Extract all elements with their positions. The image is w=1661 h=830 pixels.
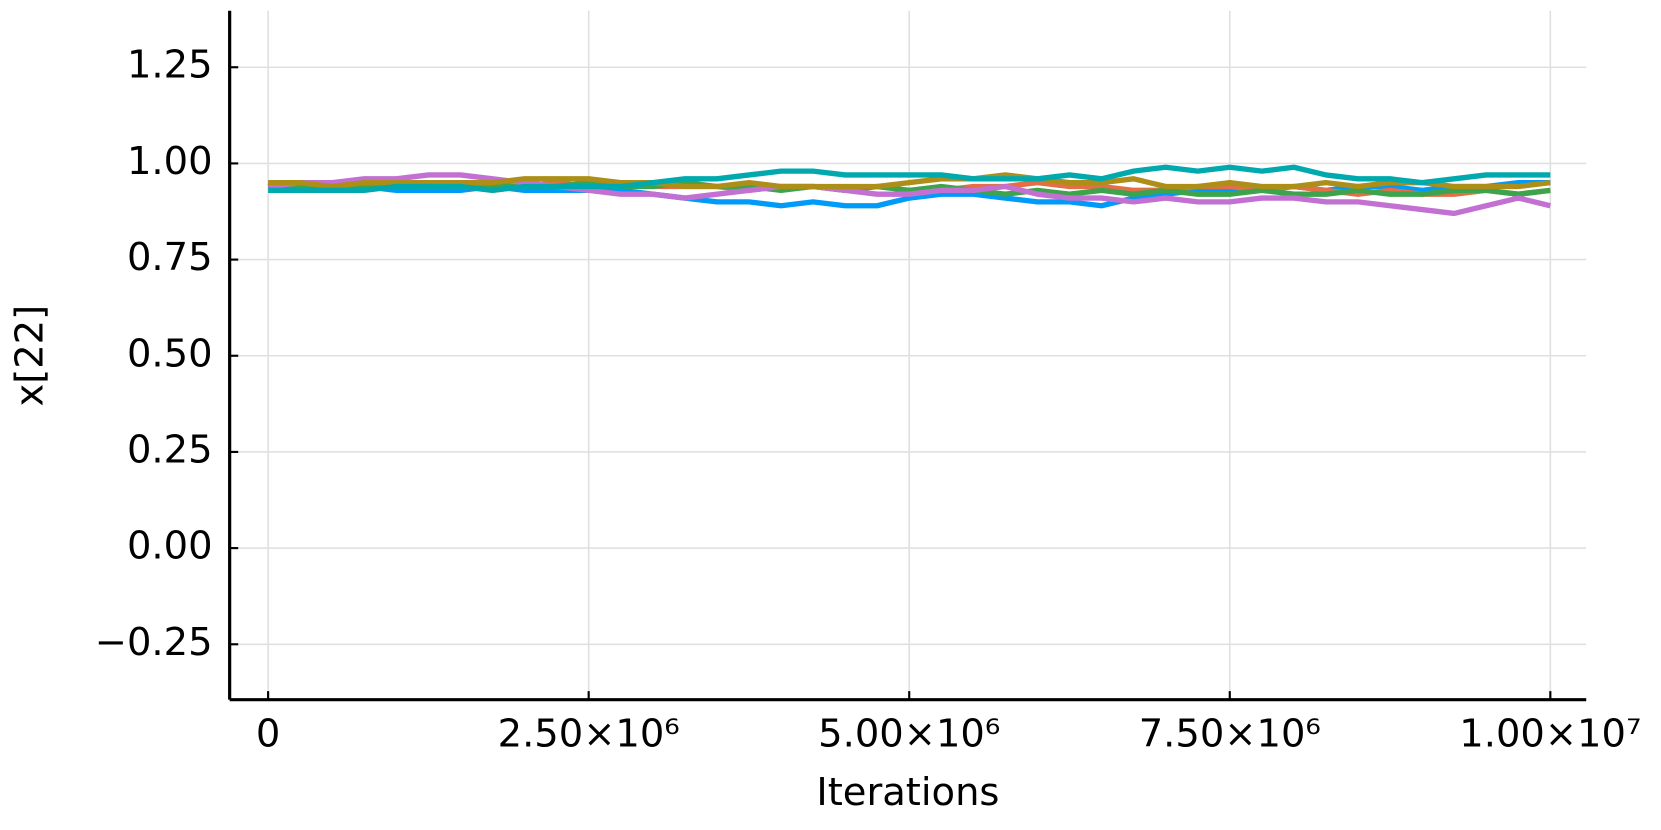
y-tick-label: 0.00 [127,524,213,569]
series-line [268,172,1551,190]
x-axis-label: Iterations [816,770,999,815]
x-tick-label: 1.00×10⁷ [1459,711,1641,756]
x-tick-label: 7.50×10⁶ [1139,711,1321,756]
series-line [267,172,1551,217]
x-tick-label: 0 [256,711,280,756]
y-tick-label: 1.00 [127,139,213,184]
y-tick-label: 0.75 [127,235,213,280]
y-tick-label: 0.50 [127,331,213,376]
y-tick-label: 1.25 [127,43,213,88]
x-tick-label: 2.50×10⁶ [498,711,680,756]
series-line [268,164,1551,194]
y-tick-label: 0.25 [127,427,213,472]
x-tick-label: 5.00×10⁶ [818,711,1000,756]
y-axis-label: x[22] [8,305,53,407]
y-tick-label: −0.25 [95,620,213,665]
